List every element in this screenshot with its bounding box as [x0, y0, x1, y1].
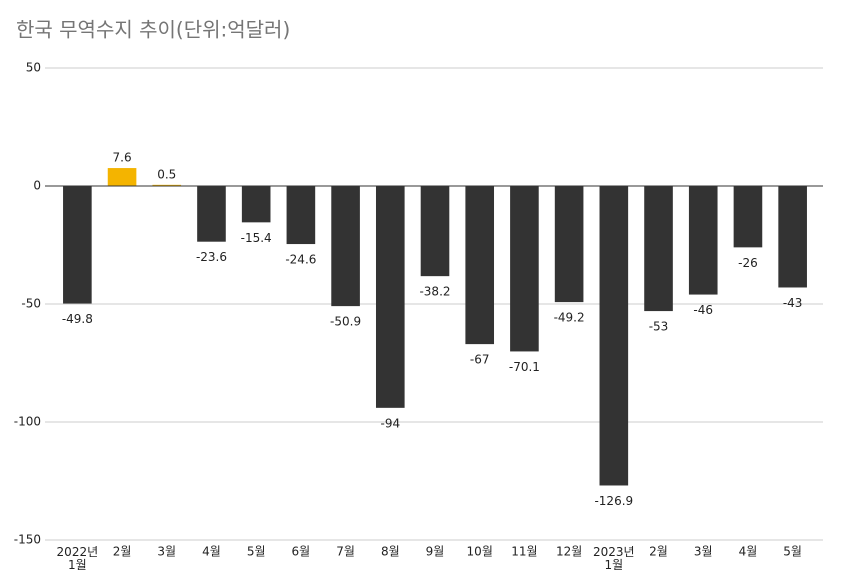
data-label: -126.9 [594, 494, 633, 508]
y-tick-label: 0 [33, 179, 41, 193]
bar [644, 186, 673, 312]
x-tick-label: 3월 [157, 545, 176, 559]
data-label: -46 [693, 303, 713, 317]
bar [733, 186, 763, 248]
bar [510, 186, 539, 352]
data-label: -15.4 [241, 231, 272, 245]
x-tick-label: 10월 [467, 545, 493, 559]
y-tick-label: 50 [26, 61, 41, 75]
x-tick-label: 11월 [511, 545, 537, 559]
data-label: -67 [470, 353, 490, 367]
bar [63, 186, 92, 304]
chart-title: 한국 무역수지 추이(단위:억달러) [16, 18, 290, 42]
bar [375, 186, 405, 408]
data-label: -43 [783, 296, 803, 310]
data-label: -50.9 [330, 315, 361, 329]
y-tick-label: -100 [14, 415, 41, 429]
bar [420, 186, 450, 277]
x-tick-label: 5월 [247, 545, 266, 559]
data-label: 7.6 [113, 151, 132, 165]
data-label: -53 [649, 320, 669, 334]
data-label: -94 [380, 416, 400, 430]
x-tick-label: 6월 [292, 545, 311, 559]
bar [241, 186, 271, 223]
bar [331, 186, 360, 307]
data-label: -26 [738, 256, 758, 270]
x-tick-label: 7월 [336, 545, 355, 559]
bar [778, 186, 807, 288]
bar [152, 184, 182, 186]
x-tick-label: 12월 [556, 545, 582, 559]
data-label: -23.6 [196, 250, 227, 264]
x-tick-label: 4월 [739, 545, 758, 559]
x-tick-label: 2월 [649, 545, 668, 559]
data-label: 0.5 [157, 167, 176, 181]
data-label: -70.1 [509, 360, 540, 374]
x-tick-label: 2월 [113, 545, 132, 559]
bar [599, 186, 629, 486]
bar [286, 186, 316, 245]
data-label: -49.2 [554, 311, 585, 325]
x-tick-label: 9월 [426, 545, 445, 559]
bar [554, 186, 584, 303]
data-label: -38.2 [419, 285, 450, 299]
x-tick-label: 4월 [202, 545, 221, 559]
bar [107, 168, 137, 186]
x-tick-label: 2022년 1월 [57, 545, 99, 572]
bar [197, 186, 226, 242]
data-label: -49.8 [62, 312, 93, 326]
bar [688, 186, 718, 295]
bar [465, 186, 495, 345]
y-tick-label: -50 [21, 297, 41, 311]
y-tick-label: -150 [14, 533, 41, 547]
data-label: -24.6 [285, 253, 316, 267]
x-tick-label: 2023년 1월 [593, 545, 635, 572]
x-tick-label: 5월 [783, 545, 802, 559]
x-tick-label: 3월 [694, 545, 713, 559]
x-tick-label: 8월 [381, 545, 400, 559]
